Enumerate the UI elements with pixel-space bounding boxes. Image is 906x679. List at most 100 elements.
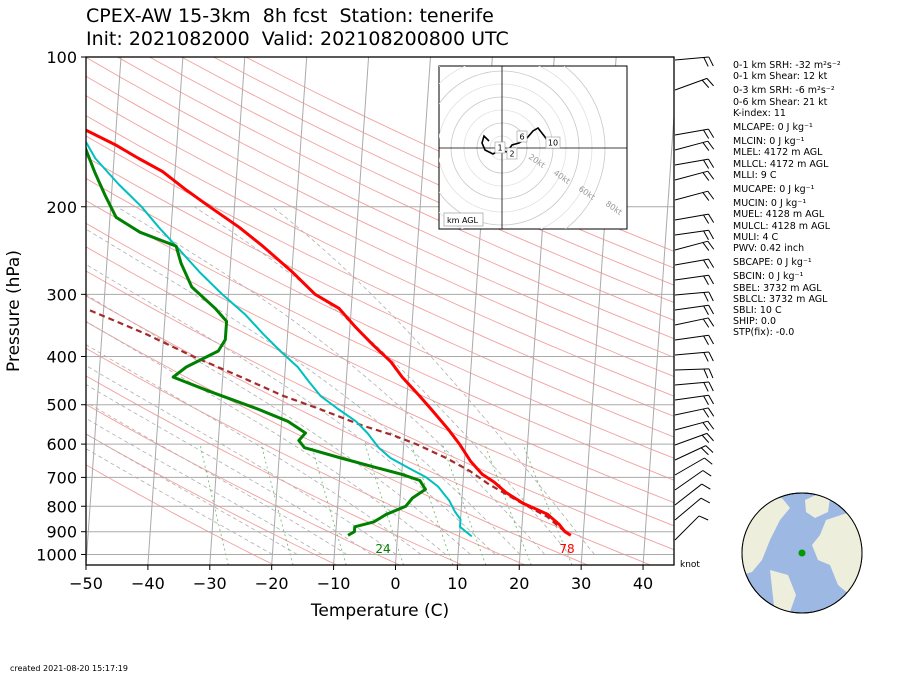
wind-barb-flag	[704, 306, 709, 315]
wind-barb	[675, 446, 713, 460]
x-tick-label: 40	[633, 574, 653, 593]
wind-barb	[675, 335, 714, 344]
wind-barb-flag	[703, 409, 708, 417]
wind-barb	[675, 484, 710, 505]
wind-barb-staff	[675, 516, 699, 540]
y-tick-label: 900	[46, 523, 77, 542]
wind-barb	[675, 516, 708, 540]
wind-barb-flag	[703, 215, 708, 224]
wind-barb-staff	[675, 433, 707, 445]
wind-barb-flag	[704, 57, 708, 66]
y-tick-label: 100	[46, 48, 77, 67]
surface-temperature-label: 78	[559, 542, 574, 556]
wind-barb-flag	[702, 435, 709, 443]
wind-barb-flag	[703, 319, 708, 327]
wind-barb	[675, 214, 714, 223]
y-axis-label: Pressure (hPa)	[4, 250, 24, 372]
wind-barb-flag	[704, 369, 708, 378]
wind-barb-flag	[703, 423, 709, 431]
hodograph-height-label: 10	[548, 139, 558, 148]
stats-line: MLCAPE: 0 J kg⁻¹	[733, 122, 841, 133]
x-tick-label: 0	[390, 574, 400, 593]
stats-line: K-index: 11	[733, 108, 841, 119]
wind-barb-flag	[708, 408, 713, 416]
stats-line: SBCIN: 0 J kg⁻¹	[733, 271, 841, 282]
wind-barb	[675, 230, 714, 239]
stats-line: 0-1 km Shear: 12 kt	[733, 71, 841, 82]
hodograph-corner-label: km AGL	[447, 216, 479, 225]
wind-barb-flag	[704, 458, 712, 464]
wind-barb	[675, 159, 714, 168]
stats-line: MULCL: 4128 m AGL	[733, 221, 841, 232]
hodograph-height-label: 1	[497, 144, 502, 153]
wind-barb-flag	[703, 193, 709, 201]
wind-barb	[675, 433, 714, 445]
moist-adiabat	[0, 207, 272, 555]
wind-barb-flag	[708, 171, 714, 179]
wind-barb-flag	[709, 335, 714, 344]
x-tick-label: −40	[131, 574, 165, 593]
wind-barb-flag	[708, 141, 714, 149]
wind-barb	[675, 369, 713, 378]
wind-barb-flag	[709, 305, 714, 314]
stats-line: SBLI: 10 C	[733, 305, 841, 316]
wind-barb-flag	[709, 230, 714, 239]
wind-barb	[675, 318, 714, 327]
wind-barb-flag	[704, 276, 709, 285]
wind-barb-flag	[708, 259, 713, 268]
wind-barb-flag	[703, 160, 708, 169]
wind-barb-flag	[703, 470, 711, 476]
wind-barb-flag	[709, 292, 713, 301]
y-tick-label: 1000	[36, 545, 77, 564]
station-marker	[799, 550, 806, 557]
chart-subtitle: Init: 2021082000 Valid: 202108200800 UTC	[86, 28, 509, 50]
stats-line: PWV: 0.42 inch	[733, 243, 841, 254]
wind-barb	[675, 259, 714, 268]
x-tick-label: 20	[509, 574, 529, 593]
wind-barb	[675, 305, 714, 314]
dry-adiabat	[0, 57, 839, 565]
mixing-ratio-line	[261, 444, 293, 565]
stats-line: MLCIN: 0 J kg⁻¹	[733, 136, 841, 147]
x-tick-label: −20	[255, 574, 289, 593]
stats-line: 0-3 km SRH: -6 m²s⁻²	[733, 85, 841, 96]
moist-adiabat	[272, 207, 594, 555]
dewpoint-line	[47, 57, 426, 535]
stats-line: MUCAPE: 0 J kg⁻¹	[733, 184, 841, 195]
wind-barb-flag	[707, 78, 714, 86]
stats-line: MUCIN: 0 J kg⁻¹	[733, 198, 841, 209]
wind-barb-flag	[707, 433, 714, 441]
stats-line: SBEL: 3732 m AGL	[733, 283, 841, 294]
wind-barb-flag	[709, 352, 713, 361]
surface-dewpoint-label: 24	[375, 542, 390, 556]
wind-barb-flag	[701, 498, 710, 503]
dry-adiabat	[0, 57, 337, 565]
isotherm	[643, 57, 678, 565]
stats-line: MUEL: 4128 m AGL	[733, 209, 841, 220]
stats-line: 0-6 km Shear: 21 kt	[733, 97, 841, 108]
wind-barb	[675, 352, 713, 361]
wind-barb-flag	[699, 516, 708, 520]
wind-barb-flag	[704, 382, 708, 391]
wind-barb-flag	[701, 448, 708, 455]
wind-barb-flag	[704, 352, 708, 361]
stats-line: STP(fix): -0.0	[733, 327, 841, 338]
wind-barb-staff	[675, 446, 706, 460]
wind-barb	[675, 275, 714, 284]
wind-barb	[675, 191, 714, 200]
wind-barb	[675, 421, 714, 430]
wind-barb-flag	[703, 243, 709, 251]
isotherm	[210, 57, 245, 565]
dry-adiabat	[0, 57, 274, 565]
wind-barb-flag	[709, 275, 714, 284]
x-tick-label: 10	[447, 574, 467, 593]
y-tick-label: 300	[46, 285, 77, 304]
dry-adiabat	[0, 57, 462, 565]
x-tick-label: −10	[317, 574, 351, 593]
stats-line: SHIP: 0.0	[733, 316, 841, 327]
wind-barb-flag	[702, 484, 711, 489]
wind-barb-flag	[704, 336, 709, 345]
stats-line: MLLCL: 4172 m AGL	[733, 159, 841, 170]
